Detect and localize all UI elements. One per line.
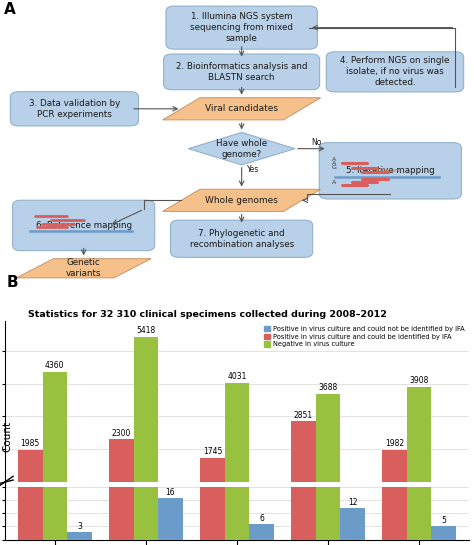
- Text: 5. Iterative mapping: 5. Iterative mapping: [346, 166, 435, 175]
- Polygon shape: [16, 259, 151, 278]
- FancyBboxPatch shape: [13, 200, 155, 251]
- Polygon shape: [188, 132, 295, 165]
- Text: 4. Perform NGS on single
isolate, if no virus was
detected.: 4. Perform NGS on single isolate, if no …: [340, 56, 450, 88]
- Bar: [200, 458, 225, 515]
- Text: Genetic
variants: Genetic variants: [66, 258, 101, 278]
- Text: Statistics for 32 310 clinical specimens collected during 2008–2012: Statistics for 32 310 clinical specimens…: [28, 310, 387, 319]
- Bar: [291, 421, 316, 515]
- Bar: [340, 508, 365, 540]
- Text: 6. Reference mapping: 6. Reference mapping: [36, 221, 132, 230]
- Bar: [200, 487, 225, 540]
- Text: A: A: [331, 179, 336, 185]
- Bar: [134, 487, 158, 540]
- Bar: [382, 450, 407, 515]
- Legend: Positive in virus culture and could not be identified by IFA, Positive in virus : Positive in virus culture and could not …: [263, 325, 466, 349]
- Text: Count: Count: [2, 420, 12, 452]
- Bar: [18, 487, 43, 540]
- Text: A: A: [4, 3, 16, 17]
- Text: 1985: 1985: [20, 439, 40, 448]
- Bar: [109, 439, 134, 515]
- Bar: [316, 487, 340, 540]
- Text: Iterations: Iterations: [372, 168, 401, 173]
- Text: 6: 6: [259, 514, 264, 523]
- Text: 3: 3: [77, 522, 82, 531]
- Text: 3908: 3908: [410, 376, 429, 385]
- Bar: [316, 394, 340, 515]
- Bar: [382, 487, 407, 540]
- Text: 5: 5: [441, 517, 446, 525]
- Text: Have whole
genome?: Have whole genome?: [216, 138, 267, 159]
- Text: A: A: [331, 161, 336, 166]
- Text: G: G: [331, 165, 336, 171]
- Text: 4031: 4031: [228, 372, 246, 381]
- Bar: [134, 337, 158, 515]
- Text: 1745: 1745: [203, 447, 222, 456]
- Bar: [109, 487, 134, 540]
- Bar: [43, 487, 67, 540]
- Text: 2300: 2300: [112, 428, 131, 438]
- Bar: [291, 487, 316, 540]
- Bar: [407, 487, 431, 540]
- Text: 12: 12: [348, 498, 357, 507]
- Text: 2. Bioinformatics analysis and
BLASTN search: 2. Bioinformatics analysis and BLASTN se…: [176, 62, 308, 82]
- Text: 3. Data validation by
PCR experiments: 3. Data validation by PCR experiments: [29, 99, 120, 119]
- Text: No: No: [311, 138, 322, 147]
- Bar: [407, 386, 431, 515]
- Text: 2851: 2851: [294, 410, 313, 420]
- FancyBboxPatch shape: [326, 52, 464, 92]
- Bar: [18, 450, 43, 515]
- Text: Viral candidates: Viral candidates: [205, 104, 278, 113]
- FancyBboxPatch shape: [171, 220, 313, 257]
- Text: 7. Phylogenetic and
recombination analyses: 7. Phylogenetic and recombination analys…: [190, 229, 294, 249]
- Text: 16: 16: [166, 488, 175, 496]
- Text: 3688: 3688: [319, 383, 337, 392]
- Text: A: A: [331, 157, 336, 162]
- Bar: [158, 498, 183, 540]
- FancyBboxPatch shape: [10, 92, 138, 126]
- FancyBboxPatch shape: [319, 143, 461, 199]
- Bar: [249, 524, 274, 540]
- Text: 4360: 4360: [45, 361, 64, 370]
- Text: Yes: Yes: [247, 165, 259, 174]
- Bar: [67, 532, 92, 540]
- Bar: [43, 372, 67, 515]
- Text: B: B: [7, 275, 19, 290]
- Text: 5418: 5418: [137, 326, 155, 335]
- Text: Whole genomes: Whole genomes: [205, 196, 278, 205]
- Bar: [431, 526, 456, 540]
- FancyBboxPatch shape: [166, 6, 318, 49]
- Polygon shape: [163, 98, 320, 120]
- Text: 1. Illumina NGS system
sequencing from mixed
sample: 1. Illumina NGS system sequencing from m…: [190, 12, 293, 43]
- Bar: [225, 487, 249, 540]
- Text: 1982: 1982: [385, 439, 404, 448]
- FancyBboxPatch shape: [164, 54, 319, 90]
- Polygon shape: [163, 189, 320, 211]
- Bar: [225, 383, 249, 515]
